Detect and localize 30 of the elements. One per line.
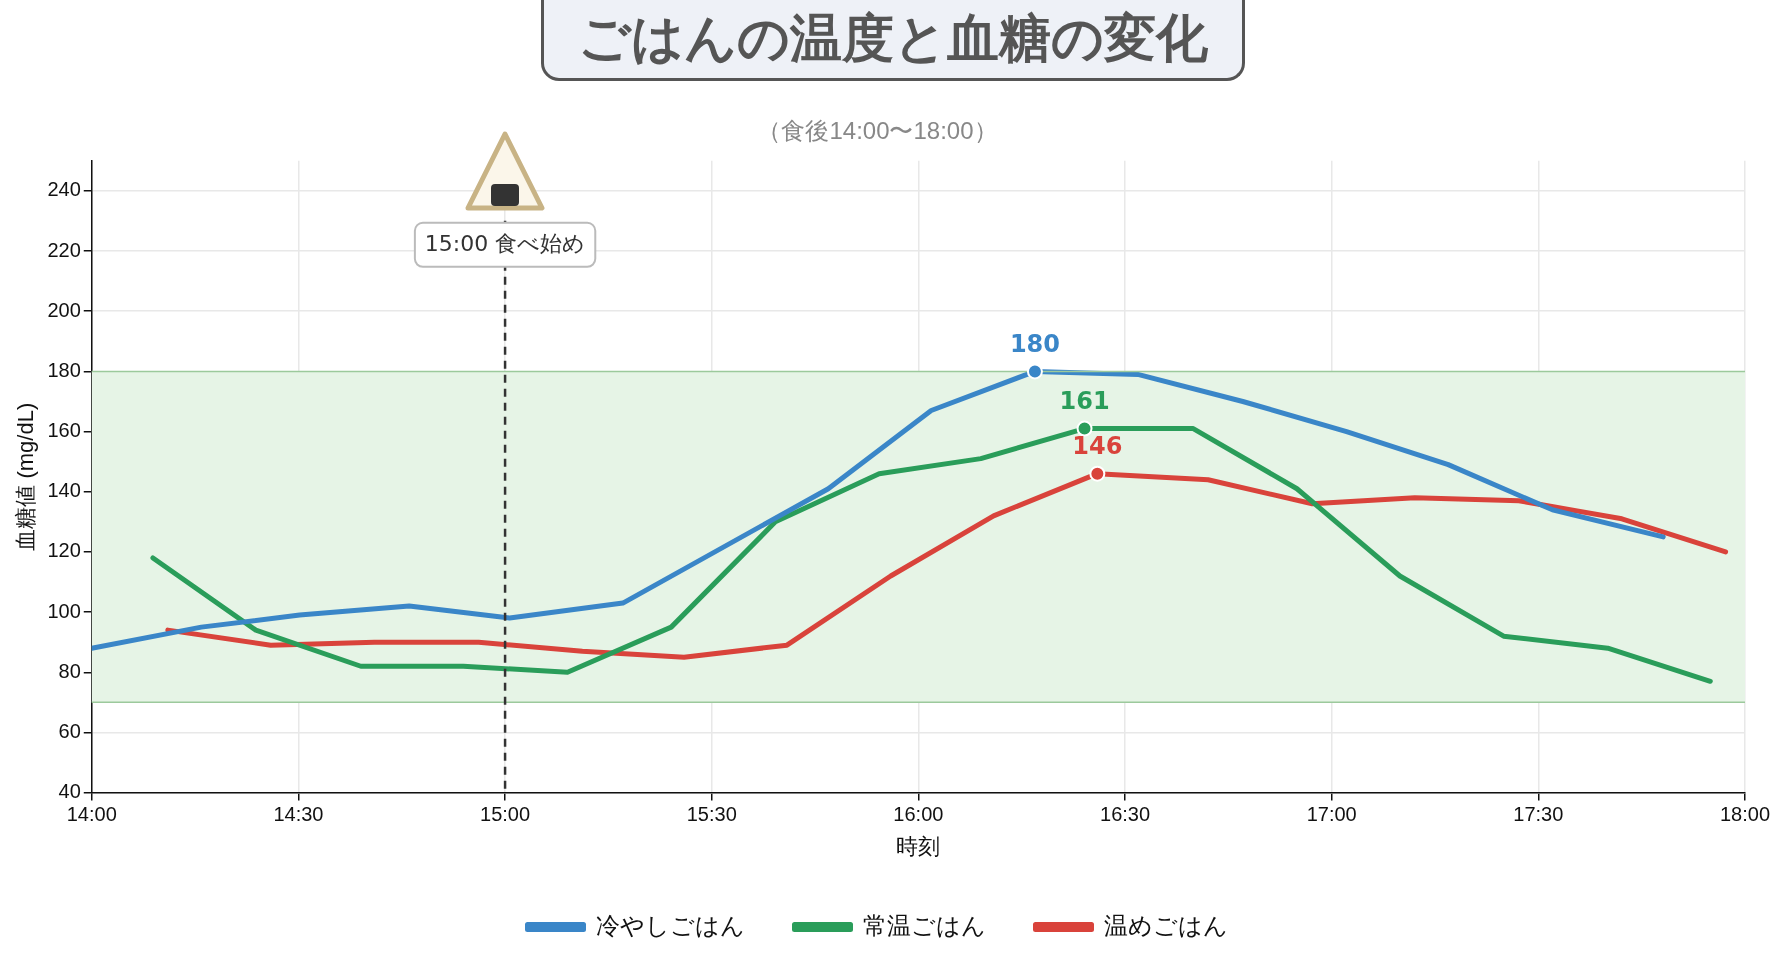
chart-subtitle: （食後14:00〜18:00） xyxy=(757,117,998,145)
x-tick-label: 18:00 xyxy=(1719,803,1771,826)
x-tick-label: 16:30 xyxy=(1100,803,1151,826)
y-tick-label: 240 xyxy=(47,178,81,201)
x-tick-label: 14:30 xyxy=(273,803,324,826)
data-label: 161 xyxy=(1059,386,1110,415)
x-tick-label: 15:00 xyxy=(480,803,531,826)
legend-label: 冷やしごはん xyxy=(595,911,745,939)
y-tick-label: 220 xyxy=(47,238,81,261)
y-tick-label: 200 xyxy=(47,298,81,321)
x-tick-label: 14:00 xyxy=(66,803,117,826)
x-tick-label: 15:30 xyxy=(686,803,737,826)
y-tick-label: 40 xyxy=(58,780,81,803)
x-axis-title: 時刻 xyxy=(896,833,941,859)
x-tick-label: 17:00 xyxy=(1306,803,1357,826)
legend-label: 温めごはん xyxy=(1103,911,1228,939)
y-tick-label: 160 xyxy=(47,419,81,442)
y-axis-title: 血糖値 (mg/dL) xyxy=(13,402,39,551)
x-tick-label: 17:30 xyxy=(1513,803,1564,826)
data-label: 180 xyxy=(1009,329,1060,358)
legend-label: 常温ごはん xyxy=(862,911,986,939)
x-tick-label: 16:00 xyxy=(893,803,944,826)
data-label: 146 xyxy=(1072,431,1123,460)
y-tick-label: 180 xyxy=(47,358,81,381)
ref-line-label: 15:00 食べ始め xyxy=(424,230,586,256)
y-tick-label: 60 xyxy=(58,719,81,742)
y-tick-label: 80 xyxy=(58,659,81,682)
y-tick-label: 100 xyxy=(47,599,81,622)
y-tick-label: 140 xyxy=(47,479,81,502)
y-tick-label: 120 xyxy=(47,539,81,562)
